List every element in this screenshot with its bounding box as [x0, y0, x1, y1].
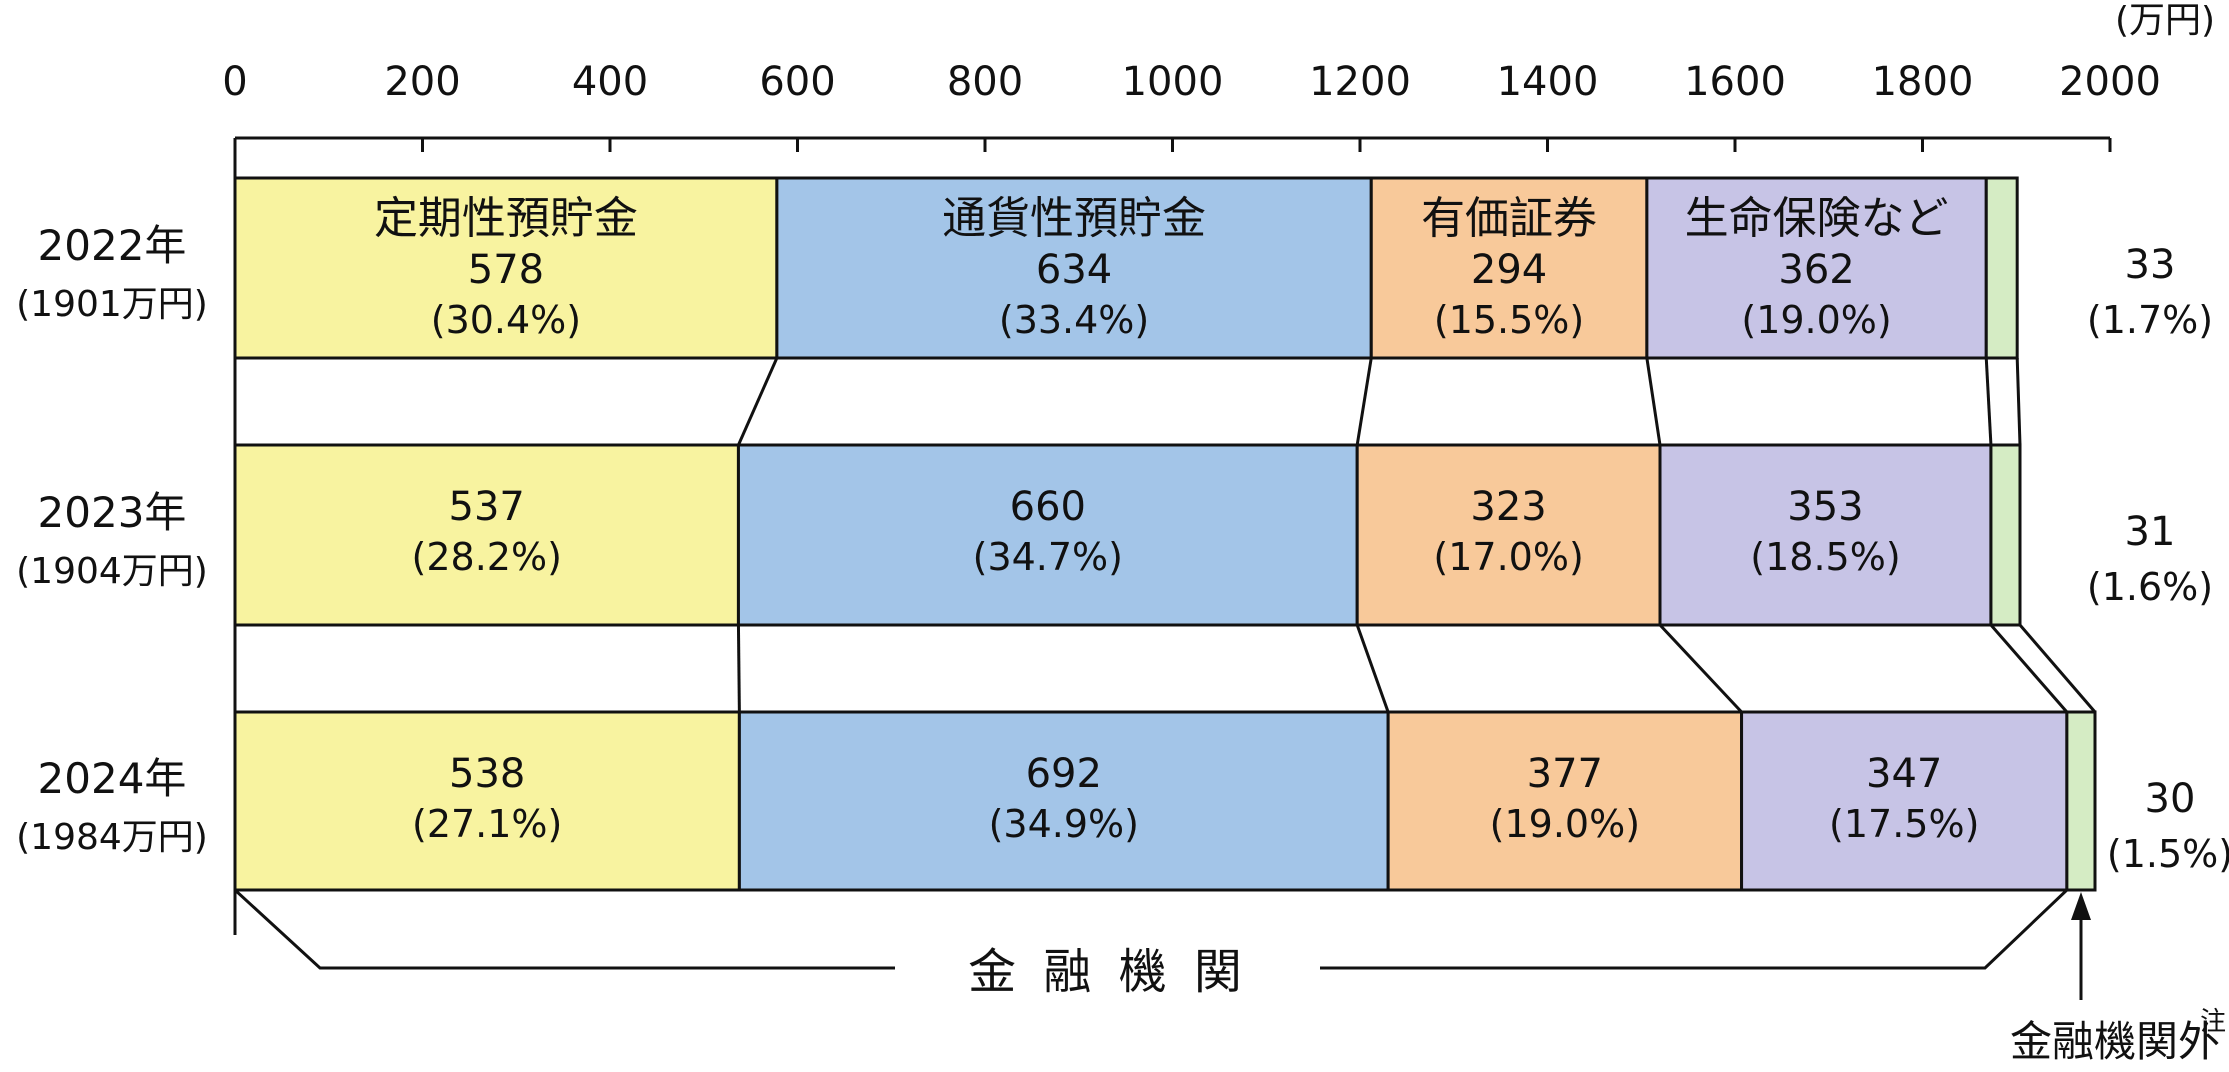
bar-segment — [736, 443, 1359, 627]
bracket-left — [233, 888, 895, 970]
percent-label: (30.4%) — [431, 298, 581, 342]
financial-institutions-label: 金 融 機 関 — [968, 944, 1248, 1000]
connector-lines — [736, 357, 2097, 714]
value-label: 660 — [1010, 484, 1086, 530]
series-name-label: 生命保険など — [1685, 193, 1949, 244]
x-tick-label: 200 — [384, 59, 460, 105]
bar-segment — [1740, 710, 2069, 892]
connector-line — [737, 357, 779, 446]
bar-segment — [1984, 176, 2019, 360]
bar-segment — [1355, 443, 1662, 627]
arrow-head — [2071, 892, 2091, 920]
value-label: 537 — [449, 484, 525, 530]
bar-segment — [1386, 710, 1744, 892]
value-label: 362 — [1778, 247, 1854, 293]
percent-label: (17.0%) — [1433, 535, 1583, 579]
x-tick-label: 1600 — [1684, 59, 1786, 105]
bracket-right — [1320, 888, 2068, 970]
bar-segment — [2065, 710, 2097, 892]
category-total-label: (1901万円) — [16, 284, 208, 325]
bar-segment — [1989, 443, 2022, 627]
percent-label: (27.1%) — [412, 802, 562, 846]
bar-segment — [1369, 176, 1649, 360]
value-label: 538 — [449, 751, 525, 797]
value-label: 353 — [1787, 484, 1863, 530]
bar-segment — [1645, 176, 1988, 360]
percent-label: (19.0%) — [1490, 802, 1640, 846]
connector-line — [1658, 623, 1743, 714]
category-year-label: 2022年 — [38, 221, 187, 270]
percent-label: (1.6%) — [2087, 565, 2213, 609]
connector-line — [1355, 624, 1390, 713]
percent-label: (17.5%) — [1829, 802, 1979, 846]
value-label: 578 — [468, 247, 544, 293]
value-label: 33 — [2125, 242, 2176, 288]
connector-line — [1645, 357, 1662, 446]
unit-label: (万円) — [2115, 0, 2215, 41]
value-label: 347 — [1866, 751, 1942, 797]
x-tick-label: 1200 — [1309, 59, 1411, 105]
percent-label: (34.7%) — [973, 535, 1123, 579]
percent-label: (33.4%) — [999, 298, 1149, 342]
value-label: 692 — [1026, 751, 1102, 797]
x-tick-label: 400 — [572, 59, 648, 105]
category-total-label: (1984万円) — [16, 817, 208, 858]
connector-line — [2018, 624, 2097, 713]
percent-label: (18.5%) — [1750, 535, 1900, 579]
connector-line — [1355, 357, 1373, 446]
percent-label: (1.7%) — [2087, 298, 2213, 342]
x-tick-label: 1800 — [1872, 59, 1974, 105]
bar-segment — [233, 710, 741, 892]
bar-segment — [737, 710, 1390, 892]
percent-label: (34.9%) — [989, 802, 1139, 846]
x-tick-label: 1400 — [1497, 59, 1599, 105]
x-tick-label: 2000 — [2059, 59, 2161, 105]
x-tick-label: 1000 — [1122, 59, 1224, 105]
connector-line — [1984, 357, 1993, 446]
category-year-label: 2023年 — [38, 488, 187, 537]
value-label: 294 — [1471, 247, 1547, 293]
bar-segment — [1658, 443, 1993, 627]
series-name-label: 定期性預貯金 — [374, 193, 638, 244]
series-name-label: 通貨性預貯金 — [942, 193, 1206, 244]
category-total-label: (1904万円) — [16, 551, 208, 592]
percent-label: (28.2%) — [412, 535, 562, 579]
outside-financial-label: 金融機関外 — [2010, 1017, 2220, 1066]
x-tick-label: 0 — [222, 59, 247, 105]
x-axis: 0 200 400 600 800 1000 1200 1400 1600 1800 2000 (万円… — [222, 0, 2215, 935]
percent-label: (19.0%) — [1741, 298, 1891, 342]
connector-line — [2015, 357, 2022, 446]
note-mark: 注 — [2200, 1007, 2226, 1037]
x-tick-label: 600 — [759, 59, 835, 105]
value-label: 31 — [2125, 509, 2176, 555]
connector-line — [736, 624, 741, 713]
percent-label: (15.5%) — [1434, 298, 1584, 342]
category-labels: 2022年 (1901万円) 2023年 (1904万円) 2024年 (1984万円) — [16, 221, 208, 858]
value-label: 323 — [1470, 484, 1546, 530]
series-name-label: 有価証券 — [1421, 193, 1597, 244]
value-label: 634 — [1036, 247, 1112, 293]
bar-segment — [775, 176, 1373, 360]
connector-line — [1989, 624, 2069, 713]
category-year-label: 2024年 — [38, 754, 187, 803]
percent-label: (1.5%) — [2107, 832, 2229, 876]
x-tick-label: 800 — [947, 59, 1023, 105]
value-label: 30 — [2145, 776, 2196, 822]
value-label: 377 — [1527, 751, 1603, 797]
